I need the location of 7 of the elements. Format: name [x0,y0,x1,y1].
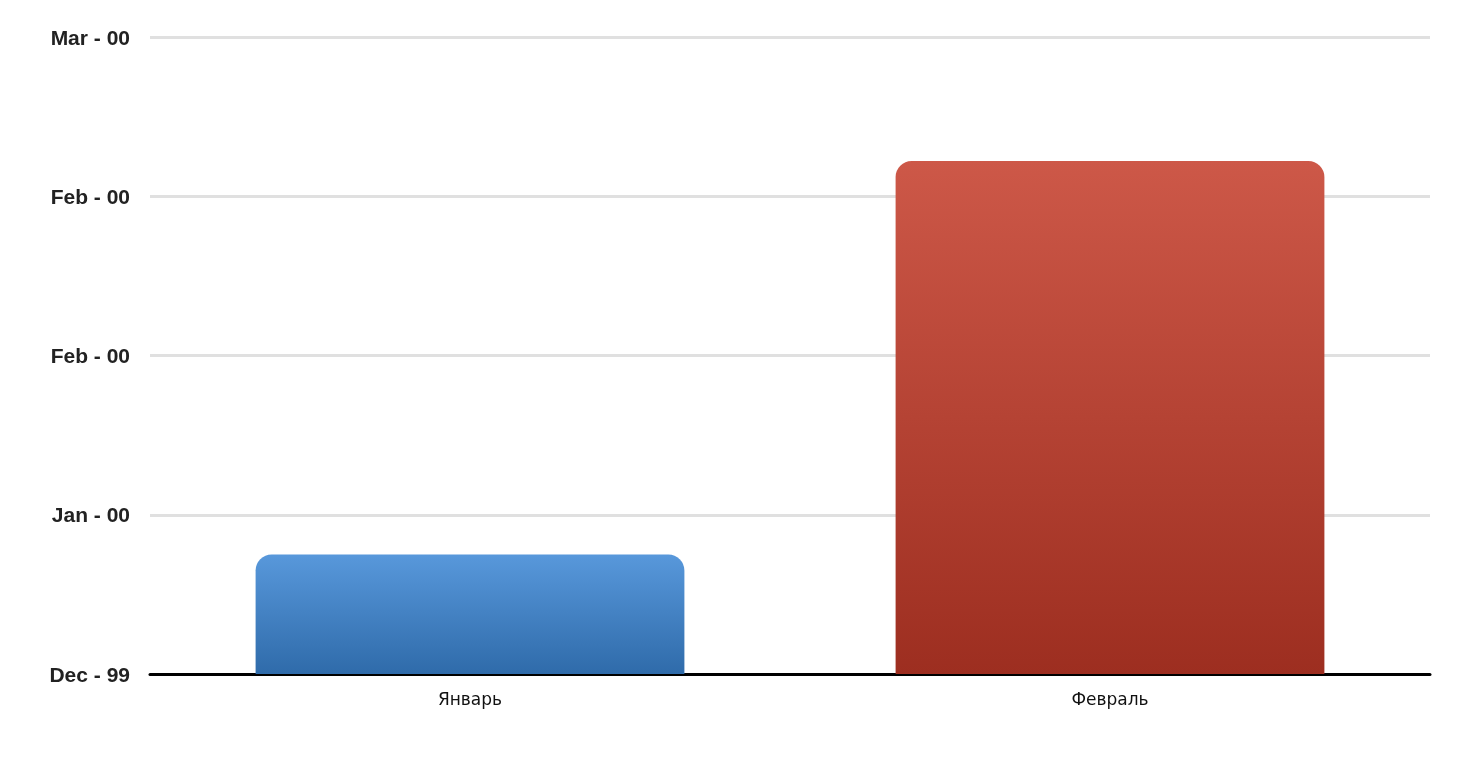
x-tick-label: Февраль [1071,688,1149,709]
text: Jan - 00 [51,503,130,527]
text: Dec - 99 [49,662,130,686]
text: Mar - 00 [50,25,130,49]
text: Feb - 00 [50,344,130,367]
text: Feb - 00 [50,184,130,208]
x-tick-label: Январь [437,688,503,709]
